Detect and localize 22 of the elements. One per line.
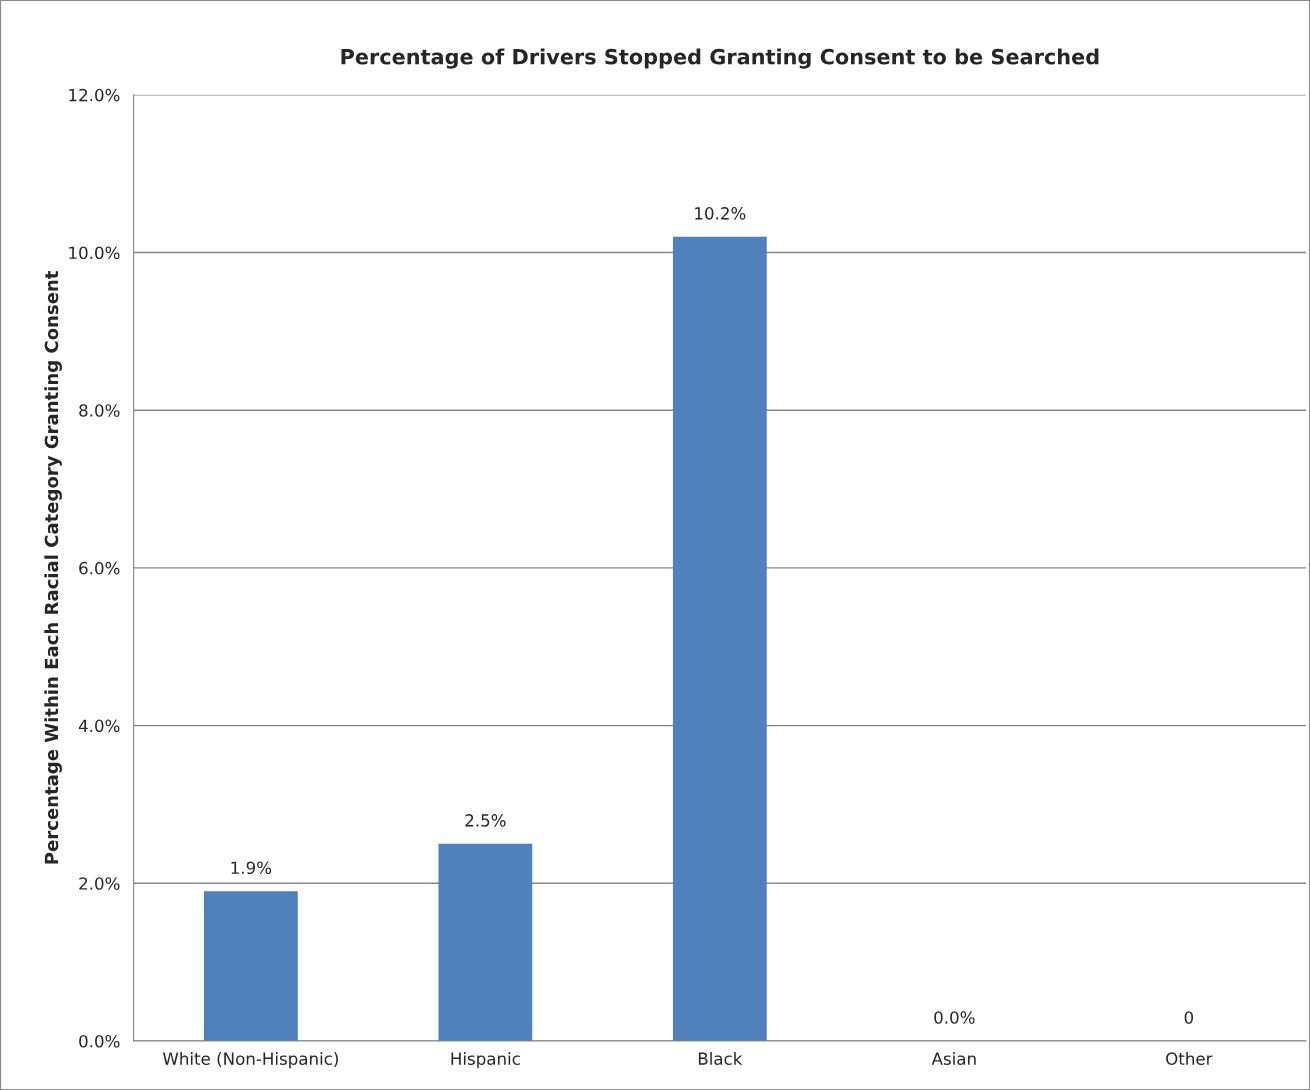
y-tick-label: 2.0% bbox=[79, 877, 120, 890]
x-tick-label: White (Non-Hispanic) bbox=[162, 1052, 338, 1069]
y-tick-label: 0.0% bbox=[79, 1034, 120, 1048]
y-axis-title: Percentage Within Each Racial Category Granting Consent bbox=[44, 271, 62, 864]
y-tick-label: 12.0% bbox=[69, 88, 120, 102]
x-tick-label: Black bbox=[698, 1052, 743, 1065]
y-tick-label: 6.0% bbox=[79, 561, 120, 575]
y-tick-label: 4.0% bbox=[78, 719, 120, 733]
data-label: 10.2% bbox=[695, 207, 746, 220]
x-tick-label: Hispanic bbox=[451, 1052, 520, 1069]
bar bbox=[203, 891, 298, 1041]
x-tick-label: Asian bbox=[931, 1052, 976, 1065]
data-label: 1.9% bbox=[231, 861, 272, 875]
y-tick-label: 10.0% bbox=[69, 246, 120, 260]
data-label: 2.5% bbox=[465, 814, 506, 827]
chart-title: Percentage of Drivers Stopped Granting Consent to be Searched bbox=[341, 48, 1099, 69]
data-label: 0.0% bbox=[934, 1011, 975, 1024]
bar bbox=[438, 843, 533, 1041]
x-tick-label: Other bbox=[1166, 1052, 1213, 1065]
bar bbox=[672, 236, 767, 1041]
data-label: 0 bbox=[1184, 1011, 1194, 1024]
y-tick-label: 8.0% bbox=[79, 404, 120, 417]
